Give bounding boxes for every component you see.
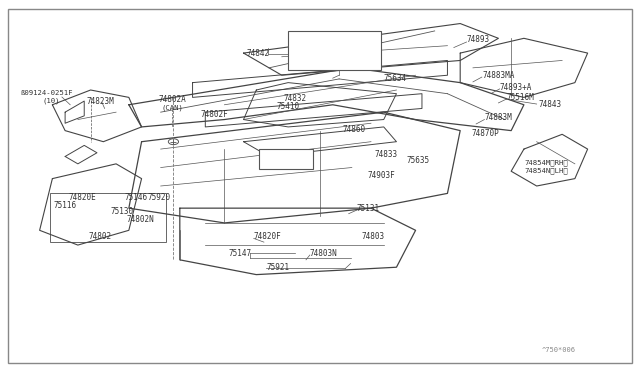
Text: (10): (10): [43, 98, 60, 104]
Text: (CAN): (CAN): [162, 105, 184, 111]
Text: 74893: 74893: [467, 35, 490, 44]
Text: 74842: 74842: [246, 49, 270, 58]
Text: 74823M: 74823M: [86, 97, 114, 106]
Text: 75680〈RH〉: 75680〈RH〉: [296, 48, 335, 55]
Text: 75130: 75130: [111, 206, 134, 216]
Text: ^750*006: ^750*006: [541, 347, 576, 353]
Text: 75116: 75116: [54, 201, 77, 210]
Text: 75516: 75516: [296, 36, 319, 45]
Text: 74820E: 74820E: [68, 193, 96, 202]
Text: 74843: 74843: [539, 100, 562, 109]
Text: 74870P: 74870P: [471, 129, 499, 138]
Text: 74883MA: 74883MA: [483, 71, 515, 80]
Text: 74802: 74802: [88, 232, 111, 241]
Text: 74820F: 74820F: [253, 232, 282, 241]
FancyBboxPatch shape: [259, 150, 313, 169]
Text: 74893+A: 74893+A: [500, 83, 532, 92]
Text: 75410: 75410: [276, 102, 300, 111]
FancyBboxPatch shape: [288, 31, 381, 70]
Text: 74903F: 74903F: [367, 171, 395, 180]
Text: 75681〈LH〉: 75681〈LH〉: [296, 58, 335, 64]
Text: ß09124-0251F: ß09124-0251F: [20, 90, 73, 96]
Text: 74802F: 74802F: [200, 110, 228, 119]
Text: 74883M: 74883M: [484, 113, 512, 122]
Text: (USA): (USA): [269, 161, 291, 168]
Text: 74354: 74354: [266, 152, 289, 161]
Text: 75516M: 75516M: [507, 93, 534, 102]
Text: 75634: 75634: [384, 74, 407, 83]
Text: 74860: 74860: [343, 125, 366, 134]
Text: 75921: 75921: [266, 263, 289, 272]
Text: 75131: 75131: [357, 203, 380, 213]
Text: 74803N: 74803N: [310, 249, 337, 258]
Text: 74854N〈LH〉: 74854N〈LH〉: [525, 167, 568, 174]
Text: 74832: 74832: [284, 94, 307, 103]
Text: 74802N: 74802N: [127, 215, 155, 224]
Text: 75920: 75920: [148, 193, 171, 202]
Text: 75635: 75635: [406, 155, 430, 165]
Text: 74803: 74803: [362, 232, 385, 241]
Text: 75146: 75146: [124, 193, 147, 202]
Text: 74802A: 74802A: [158, 95, 186, 104]
Text: 74854M〈RH〉: 74854M〈RH〉: [525, 159, 568, 166]
Text: 74833: 74833: [375, 151, 398, 160]
Text: 75147: 75147: [228, 249, 252, 258]
